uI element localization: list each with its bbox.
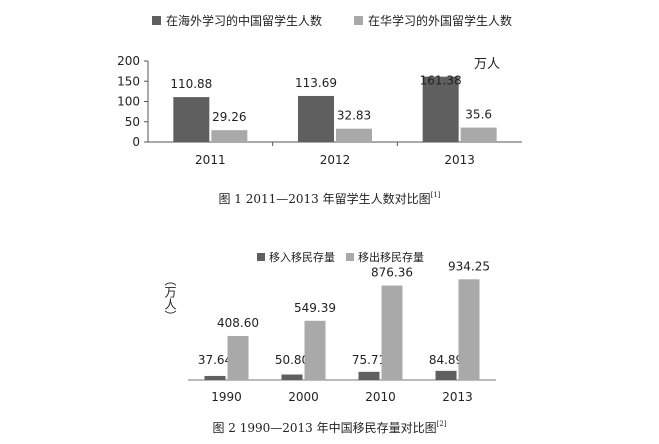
- bar: [358, 371, 380, 380]
- figure-2-caption: 图 2 1990—2013 年中国移民存量对比图[2]: [0, 419, 659, 436]
- x-tick-label: 1990: [211, 390, 242, 404]
- unit-annotation: 万人: [474, 57, 500, 72]
- bar: [422, 76, 459, 142]
- legend-label: 在海外学习的中国留学生人数: [166, 13, 322, 28]
- data-label: 37.64: [198, 353, 232, 367]
- legend-label: 在华学习的外国留学生人数: [368, 13, 512, 28]
- figure-1-caption: 图 1 2011—2013 年留学生人数对比图[1]: [0, 190, 659, 207]
- figure-1-caption-ref: [1]: [430, 191, 441, 199]
- y-tick-label: 150: [117, 74, 140, 88]
- x-tick-label: 2000: [288, 390, 319, 404]
- x-tick-label: 2013: [442, 390, 473, 404]
- bar: [381, 285, 403, 380]
- x-tick-label: 2011: [195, 153, 226, 167]
- bar: [304, 320, 326, 380]
- bar: [227, 335, 249, 380]
- data-label: 113.69: [295, 76, 337, 90]
- chart-1: 在海外学习的中国留学生人数 在华学习的外国留学生人数 0 50 100 150 200 201…: [117, 13, 522, 167]
- bar: [211, 130, 248, 142]
- data-label: 110.88: [170, 77, 212, 91]
- bar: [336, 128, 372, 142]
- y-tick-label: 100: [117, 95, 140, 109]
- legend-label: 移出移民存量: [358, 250, 424, 264]
- legend-swatch: [354, 16, 363, 25]
- data-label: 35.6: [465, 108, 492, 122]
- bar: [435, 370, 457, 380]
- data-label: 32.83: [337, 109, 371, 123]
- bar: [298, 95, 334, 142]
- y-tick-label: 50: [125, 115, 140, 129]
- data-label: 161.38: [420, 74, 462, 88]
- legend-swatch: [346, 253, 354, 261]
- x-tick-label: 2013: [444, 153, 475, 167]
- data-label: 934.25: [448, 259, 490, 273]
- y-axis-label: （万人）: [163, 274, 177, 322]
- data-label: 84.89: [429, 353, 463, 367]
- figure-2-caption-ref: [2]: [436, 420, 447, 428]
- data-label: 29.26: [212, 110, 246, 124]
- data-label: 50.80: [275, 353, 309, 367]
- legend-swatch: [257, 253, 265, 261]
- data-label: 549.39: [294, 301, 336, 315]
- x-tick-label: 2010: [365, 390, 396, 404]
- figure-2-caption-text: 图 2 1990—2013 年中国移民存量对比图: [212, 421, 437, 435]
- figure-1-caption-text: 图 1 2011—2013 年留学生人数对比图: [218, 192, 431, 206]
- x-tick-label: 2012: [320, 153, 351, 167]
- data-label: 876.36: [371, 266, 413, 280]
- y-tick-label: 0: [132, 135, 140, 149]
- data-label: 408.60: [217, 316, 259, 330]
- data-label: 75.71: [352, 353, 386, 367]
- y-tick-label: 200: [117, 54, 140, 68]
- bar: [204, 375, 226, 380]
- chart-2: 移入移民存量 移出移民存量 （万人） 1990 37.64 408.60 2000 50.80…: [163, 250, 496, 404]
- bar: [458, 279, 480, 380]
- legend-label: 移入移民存量: [269, 250, 335, 264]
- legend-swatch: [152, 16, 161, 25]
- bar: [281, 374, 303, 380]
- bar: [460, 127, 497, 142]
- bar: [173, 97, 210, 142]
